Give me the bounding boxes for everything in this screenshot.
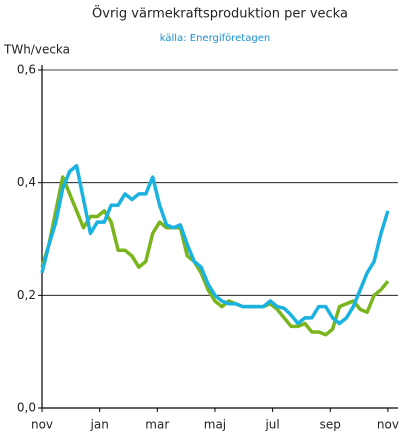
x-tick-label: maj <box>204 418 226 432</box>
series-line <box>40 175 390 337</box>
x-tick-label: mar <box>145 418 169 432</box>
y-tick-label: 0,0 <box>17 401 36 415</box>
y-tick-label: 0,6 <box>17 63 36 77</box>
chart-title: Övrig värmekraftsproduktion per vecka <box>92 5 348 22</box>
x-tick-label: jan <box>90 418 109 432</box>
y-tick-label: 0,2 <box>17 288 36 302</box>
chart-subtitle: källa: Energiföretagen <box>160 33 270 44</box>
y-axis-label: TWh/vecka <box>3 43 70 57</box>
x-tick-label: jul <box>264 418 279 432</box>
x-tick-label: sep <box>320 418 341 432</box>
y-tick-label: 0,4 <box>17 175 36 189</box>
series-line <box>40 164 390 326</box>
x-tick-label: nov <box>377 418 399 432</box>
x-tick-label: nov <box>31 418 53 432</box>
